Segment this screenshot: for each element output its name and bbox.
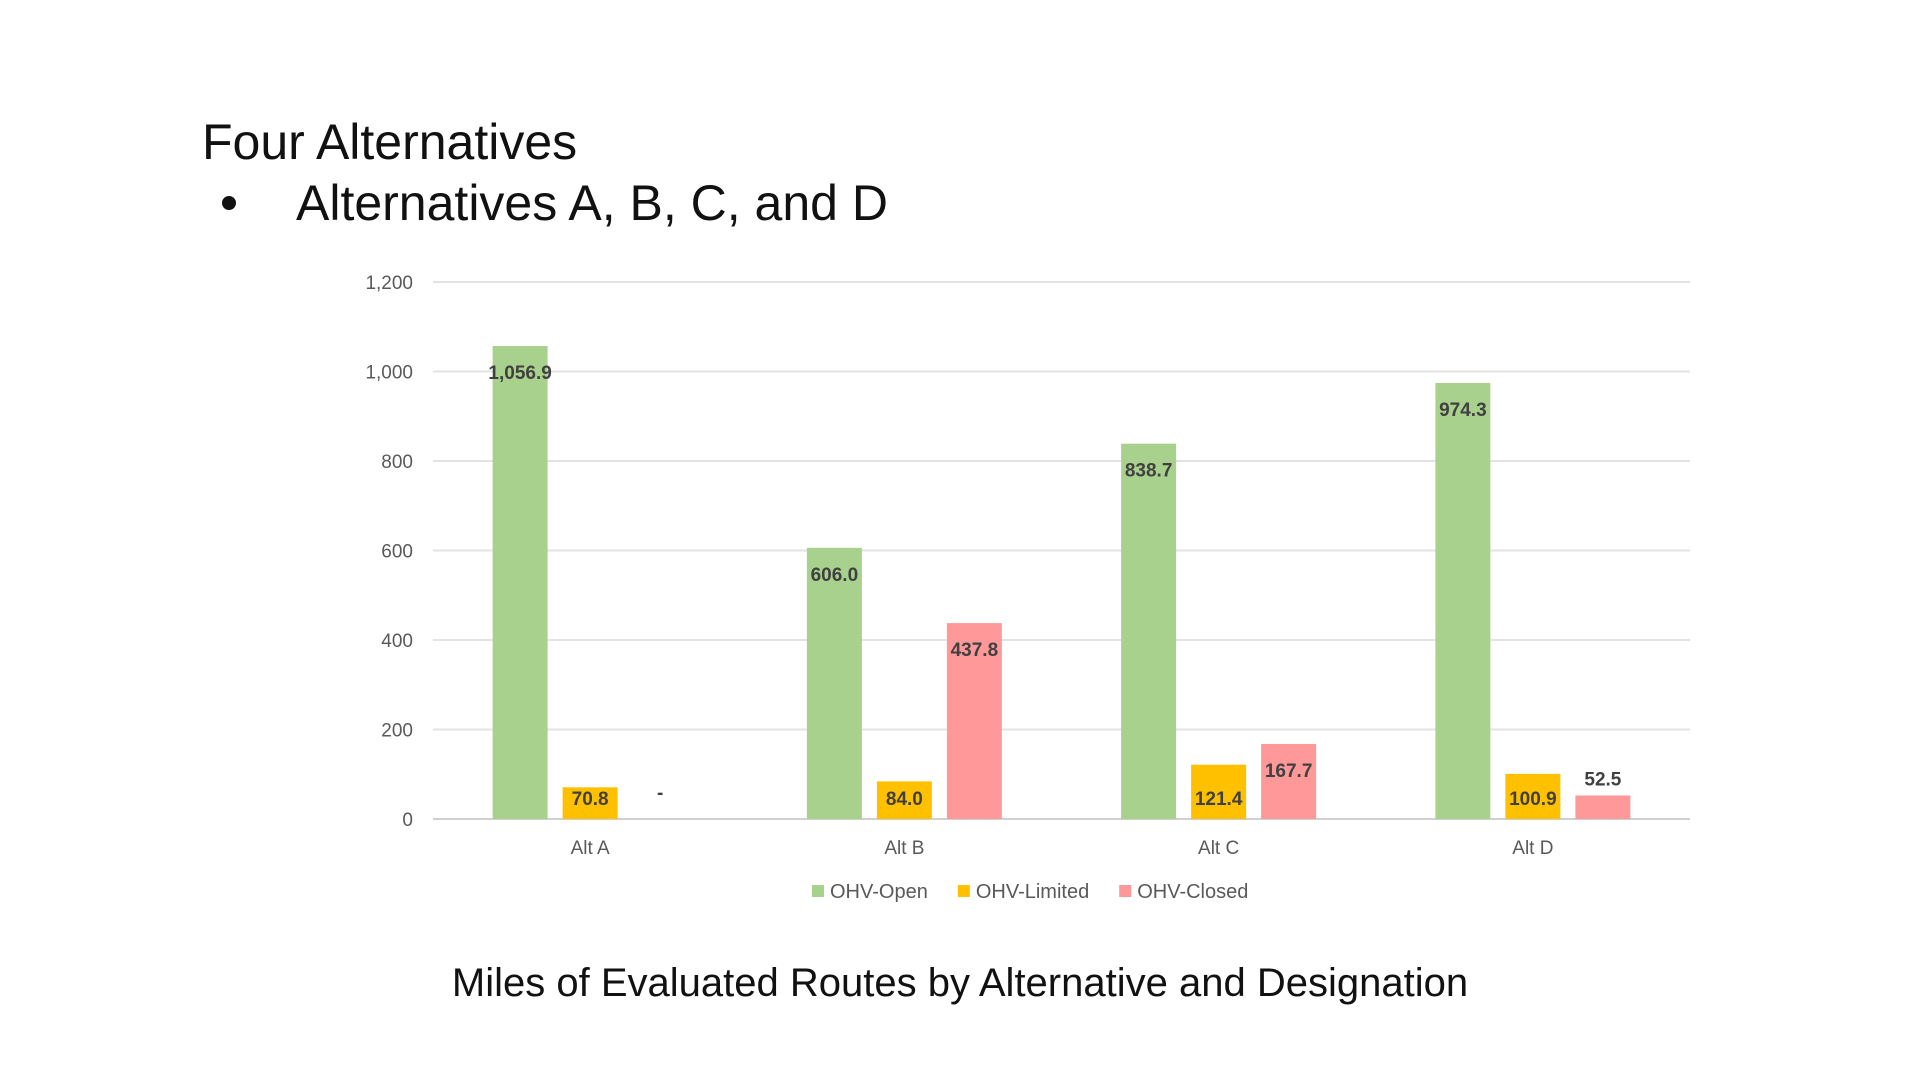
legend-swatch — [812, 885, 824, 897]
bar — [1575, 795, 1631, 819]
chart-caption: Miles of Evaluated Routes by Alternative… — [451, 961, 1469, 1005]
legend-label: OHV-Closed — [1137, 881, 1248, 903]
data-label: 606.0 — [811, 565, 859, 586]
x-tick-label: Alt A — [571, 838, 610, 859]
bar — [1121, 443, 1177, 819]
data-label: - — [657, 783, 663, 804]
bar — [806, 547, 862, 819]
data-label: 974.3 — [1439, 400, 1487, 421]
y-tick-label: 200 — [381, 721, 413, 742]
y-tick-label: 1,200 — [365, 273, 413, 294]
bar — [1261, 743, 1317, 819]
legend-label: OHV-Limited — [976, 881, 1089, 903]
bar — [946, 623, 1002, 819]
x-tick-label: Alt C — [1198, 838, 1239, 859]
data-label: 52.5 — [1584, 770, 1621, 791]
bullet-item: Alternatives A, B, C, and D — [222, 172, 888, 234]
data-label: 121.4 — [1195, 789, 1243, 810]
data-label: 100.9 — [1509, 789, 1557, 810]
bullet-text: Alternatives A, B, C, and D — [296, 175, 888, 231]
bar — [492, 346, 548, 819]
legend-swatch — [1119, 885, 1132, 897]
y-tick-label: 400 — [381, 631, 413, 652]
data-label: 838.7 — [1125, 461, 1173, 482]
legend-swatch — [957, 885, 970, 897]
y-tick-label: 800 — [381, 452, 413, 473]
y-tick-label: 0 — [402, 810, 413, 831]
data-label: 437.8 — [951, 640, 999, 661]
y-tick-label: 600 — [381, 542, 413, 563]
bar — [1505, 773, 1561, 819]
x-tick-label: Alt B — [884, 838, 924, 859]
y-tick-label: 1,000 — [365, 363, 413, 384]
x-tick-label: Alt D — [1512, 838, 1553, 859]
bar — [876, 781, 932, 819]
bar — [1191, 764, 1247, 819]
data-label: 167.7 — [1265, 761, 1313, 782]
data-label: 1,056.9 — [488, 363, 551, 384]
bullet-dot-icon — [222, 196, 236, 210]
bar — [562, 787, 618, 819]
slide-title: Four Alternatives — [202, 114, 578, 170]
data-label: 84.0 — [886, 789, 923, 810]
data-label: 70.8 — [572, 789, 609, 810]
legend-label: OHV-Open — [830, 881, 928, 903]
bar — [1435, 383, 1491, 819]
